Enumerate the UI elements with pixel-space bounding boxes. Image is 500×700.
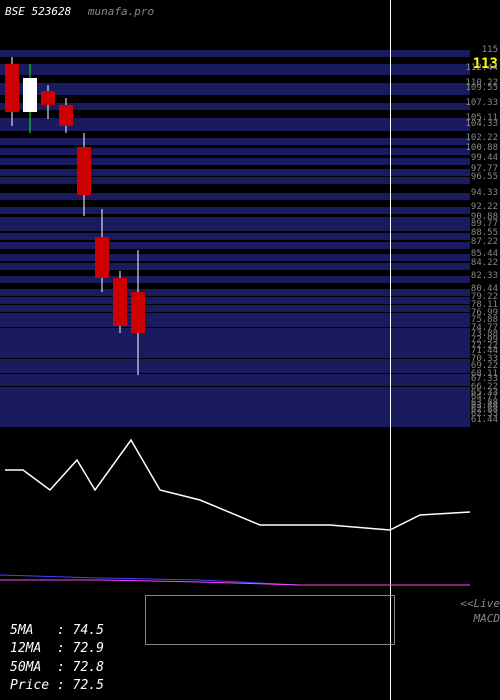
price-axis-label: 96.55 bbox=[471, 172, 498, 182]
ticker-symbol: BSE 523628 bbox=[5, 5, 71, 18]
macd-highlight-box bbox=[145, 595, 395, 645]
price-axis-label: 61.44 bbox=[471, 415, 498, 425]
price-chart-area: 115113112.44110.22109.55107.33105.11104.… bbox=[0, 50, 470, 430]
macd-live-label: <<Live bbox=[460, 597, 500, 610]
watermark-text: munafa.pro bbox=[88, 5, 154, 18]
info-row: 50MA : 72.8 bbox=[10, 659, 104, 677]
price-axis-label: 99.44 bbox=[471, 153, 498, 163]
info-row: Price : 72.5 bbox=[10, 677, 104, 695]
price-axis-label: 87.22 bbox=[471, 237, 498, 247]
stock-chart-container: BSE 523628 munafa.pro 115113112.44110.22… bbox=[0, 0, 500, 700]
info-row: 5MA : 74.5 bbox=[10, 622, 104, 640]
price-axis-label: 112.44 bbox=[465, 63, 498, 73]
price-axis-label: 84.22 bbox=[471, 258, 498, 268]
price-axis-label: 82.33 bbox=[471, 271, 498, 281]
volume-chart-area bbox=[0, 430, 470, 560]
chart-header: BSE 523628 munafa.pro bbox=[5, 5, 154, 18]
price-axis-label: 94.33 bbox=[471, 188, 498, 198]
info-row: 12MA : 72.9 bbox=[10, 640, 104, 658]
macd-line-2 bbox=[0, 580, 470, 585]
price-axis-label: 100.88 bbox=[465, 143, 498, 153]
macd-name-label: MACD bbox=[474, 612, 500, 625]
moving-average-info: 5MA : 74.512MA : 72.950MA : 72.8Price : … bbox=[10, 622, 104, 695]
volume-polyline bbox=[5, 440, 470, 530]
price-axis-label: 109.55 bbox=[465, 83, 498, 93]
price-axis-label: 104.33 bbox=[465, 119, 498, 129]
price-axis-label: 115 bbox=[482, 45, 498, 55]
price-axis-label: 107.33 bbox=[465, 98, 498, 108]
